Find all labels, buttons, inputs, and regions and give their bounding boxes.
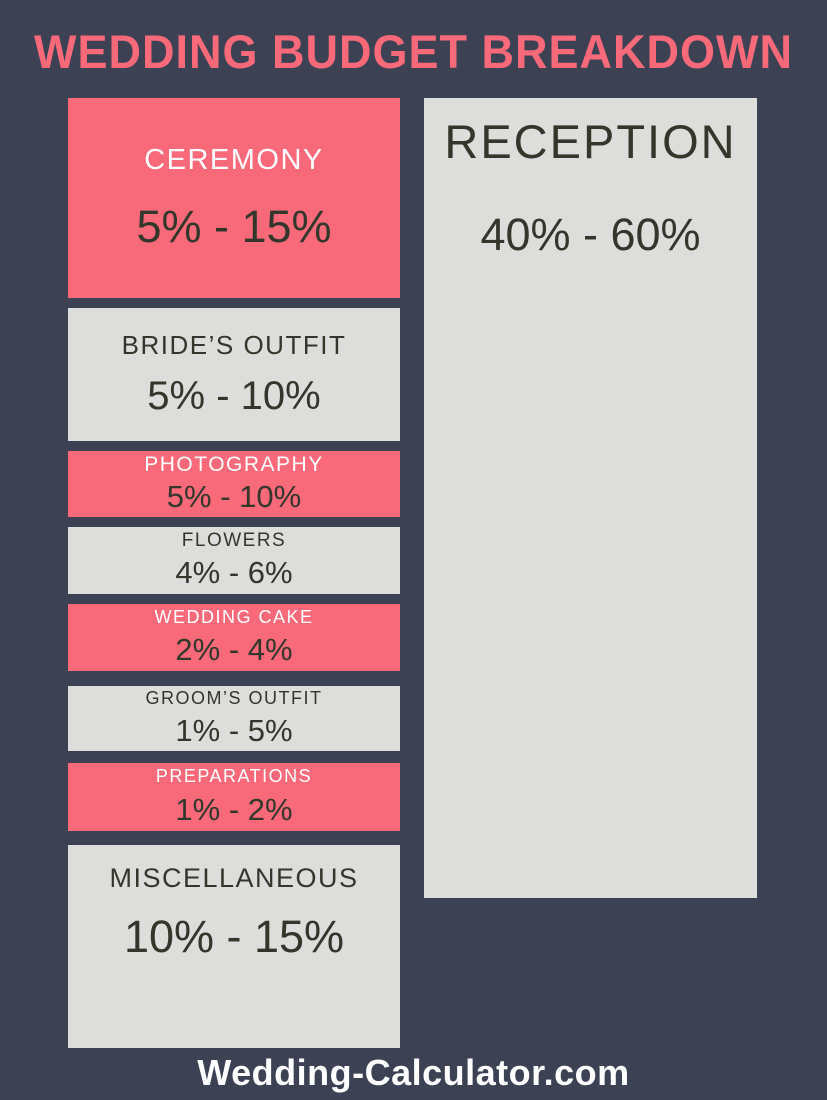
- category-label: FLOWERS: [181, 530, 287, 551]
- category-label: CEREMONY: [144, 143, 324, 176]
- category-range: 4% - 6%: [175, 555, 293, 590]
- category-range: 1% - 5%: [175, 713, 293, 748]
- category-range: 40% - 60%: [480, 209, 701, 260]
- category-box-miscellaneous: MISCELLANEOUS 10% - 15%: [68, 845, 400, 1048]
- footer-site-text: Wedding-Calculator.com: [197, 1052, 630, 1093]
- category-box-ceremony: CEREMONY 5% - 15%: [68, 98, 400, 298]
- category-label: WEDDING CAKE: [154, 607, 314, 627]
- category-box-reception: RECEPTION 40% - 60%: [424, 98, 757, 898]
- category-label: BRIDE’S OUTFIT: [121, 330, 347, 360]
- category-range: 2% - 4%: [175, 632, 293, 667]
- category-label: PREPARATIONS: [155, 766, 313, 786]
- category-range: 5% - 10%: [147, 374, 321, 418]
- category-box-brides-outfit: BRIDE’S OUTFIT 5% - 10%: [68, 308, 400, 441]
- category-box-grooms-outfit: GROOM’S OUTFIT 1% - 5%: [68, 686, 400, 751]
- category-label: GROOM’S OUTFIT: [145, 688, 323, 708]
- category-label: MISCELLANEOUS: [109, 863, 359, 893]
- category-box-photography: PHOTOGRAPHY 5% - 10%: [68, 451, 400, 517]
- category-box-flowers: FLOWERS 4% - 6%: [68, 527, 400, 594]
- category-box-preparations: PREPARATIONS 1% - 2%: [68, 763, 400, 831]
- category-label: RECEPTION: [444, 115, 737, 168]
- category-box-wedding-cake: WEDDING CAKE 2% - 4%: [68, 604, 400, 671]
- category-range: 1% - 2%: [175, 792, 293, 827]
- category-label: PHOTOGRAPHY: [144, 453, 324, 476]
- category-range: 10% - 15%: [123, 911, 345, 962]
- page-title: WEDDING BUDGET BREAKDOWN: [34, 24, 793, 79]
- category-range: 5% - 10%: [166, 479, 302, 514]
- category-range: 5% - 15%: [136, 200, 332, 252]
